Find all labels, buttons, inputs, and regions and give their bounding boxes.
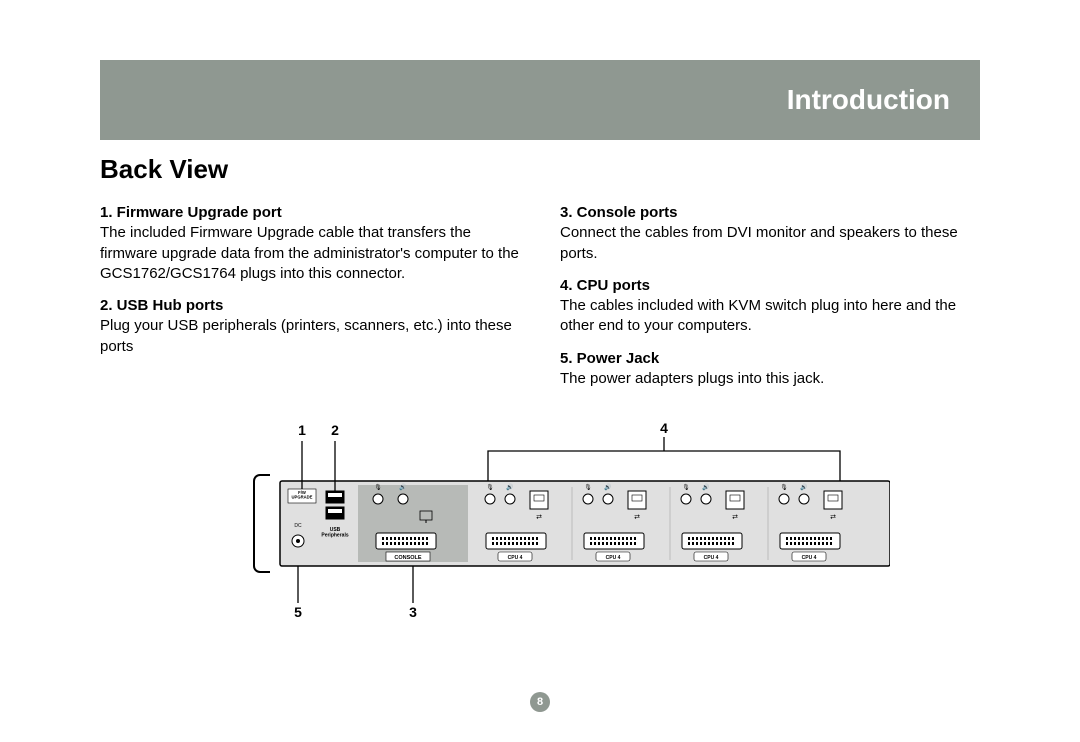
svg-text:🔊: 🔊 — [506, 483, 514, 491]
svg-text:DC: DC — [294, 523, 302, 529]
svg-text:🎙: 🎙 — [584, 483, 592, 491]
svg-text:🔊: 🔊 — [604, 483, 612, 491]
svg-text:4: 4 — [660, 421, 668, 436]
page-number-badge: 8 — [530, 692, 550, 712]
section-title: Back View — [100, 154, 980, 185]
svg-text:🎙: 🎙 — [682, 483, 690, 491]
svg-text:3: 3 — [409, 604, 417, 620]
svg-text:🔊: 🔊 — [399, 483, 407, 491]
page-number: 8 — [537, 696, 543, 708]
svg-text:🎙: 🎙 — [486, 483, 494, 491]
svg-text:⇄: ⇄ — [634, 514, 640, 521]
item-body: The cables included with KVM switch plug… — [560, 296, 980, 337]
svg-text:CONSOLE: CONSOLE — [394, 555, 422, 561]
svg-text:1: 1 — [298, 422, 306, 438]
item-body: Connect the cables from DVI monitor and … — [560, 223, 980, 264]
text-columns: 1. Firmware Upgrade port The included Fi… — [100, 199, 980, 401]
item-body: The included Firmware Upgrade cable that… — [100, 223, 520, 284]
left-column: 1. Firmware Upgrade port The included Fi… — [100, 199, 520, 401]
item-body: Plug your USB peripherals (printers, sca… — [100, 316, 520, 357]
chapter-title: Introduction — [787, 84, 950, 116]
item-heading: 2. USB Hub ports — [100, 296, 520, 316]
svg-text:🎙: 🎙 — [374, 483, 382, 491]
svg-text:CPU 4: CPU 4 — [802, 555, 817, 561]
item-heading: 3. Console ports — [560, 203, 980, 223]
svg-text:5: 5 — [294, 604, 302, 620]
svg-text:🔊: 🔊 — [800, 483, 808, 491]
item-heading: 1. Firmware Upgrade port — [100, 203, 520, 223]
chapter-header: Introduction — [100, 60, 980, 140]
item-body: The power adapters plugs into this jack. — [560, 369, 980, 389]
svg-text:⇄: ⇄ — [830, 514, 836, 521]
svg-text:⇄: ⇄ — [732, 514, 738, 521]
svg-text:CPU 4: CPU 4 — [606, 555, 621, 561]
right-column: 3. Console ports Connect the cables from… — [560, 199, 980, 401]
svg-text:⇄: ⇄ — [536, 514, 542, 521]
svg-text:CPU 4: CPU 4 — [508, 555, 523, 561]
svg-text:🎙: 🎙 — [780, 483, 788, 491]
svg-text:2: 2 — [331, 422, 339, 438]
item-heading: 5. Power Jack — [560, 349, 980, 369]
back-view-diagram: F/WUPGRADEDCUSBPeripherals🎙🔊CONSOLE🎙🔊⇄CP… — [190, 421, 890, 621]
item-heading: 4. CPU ports — [560, 276, 980, 296]
svg-text:CPU 4: CPU 4 — [704, 555, 719, 561]
svg-text:🔊: 🔊 — [702, 483, 710, 491]
